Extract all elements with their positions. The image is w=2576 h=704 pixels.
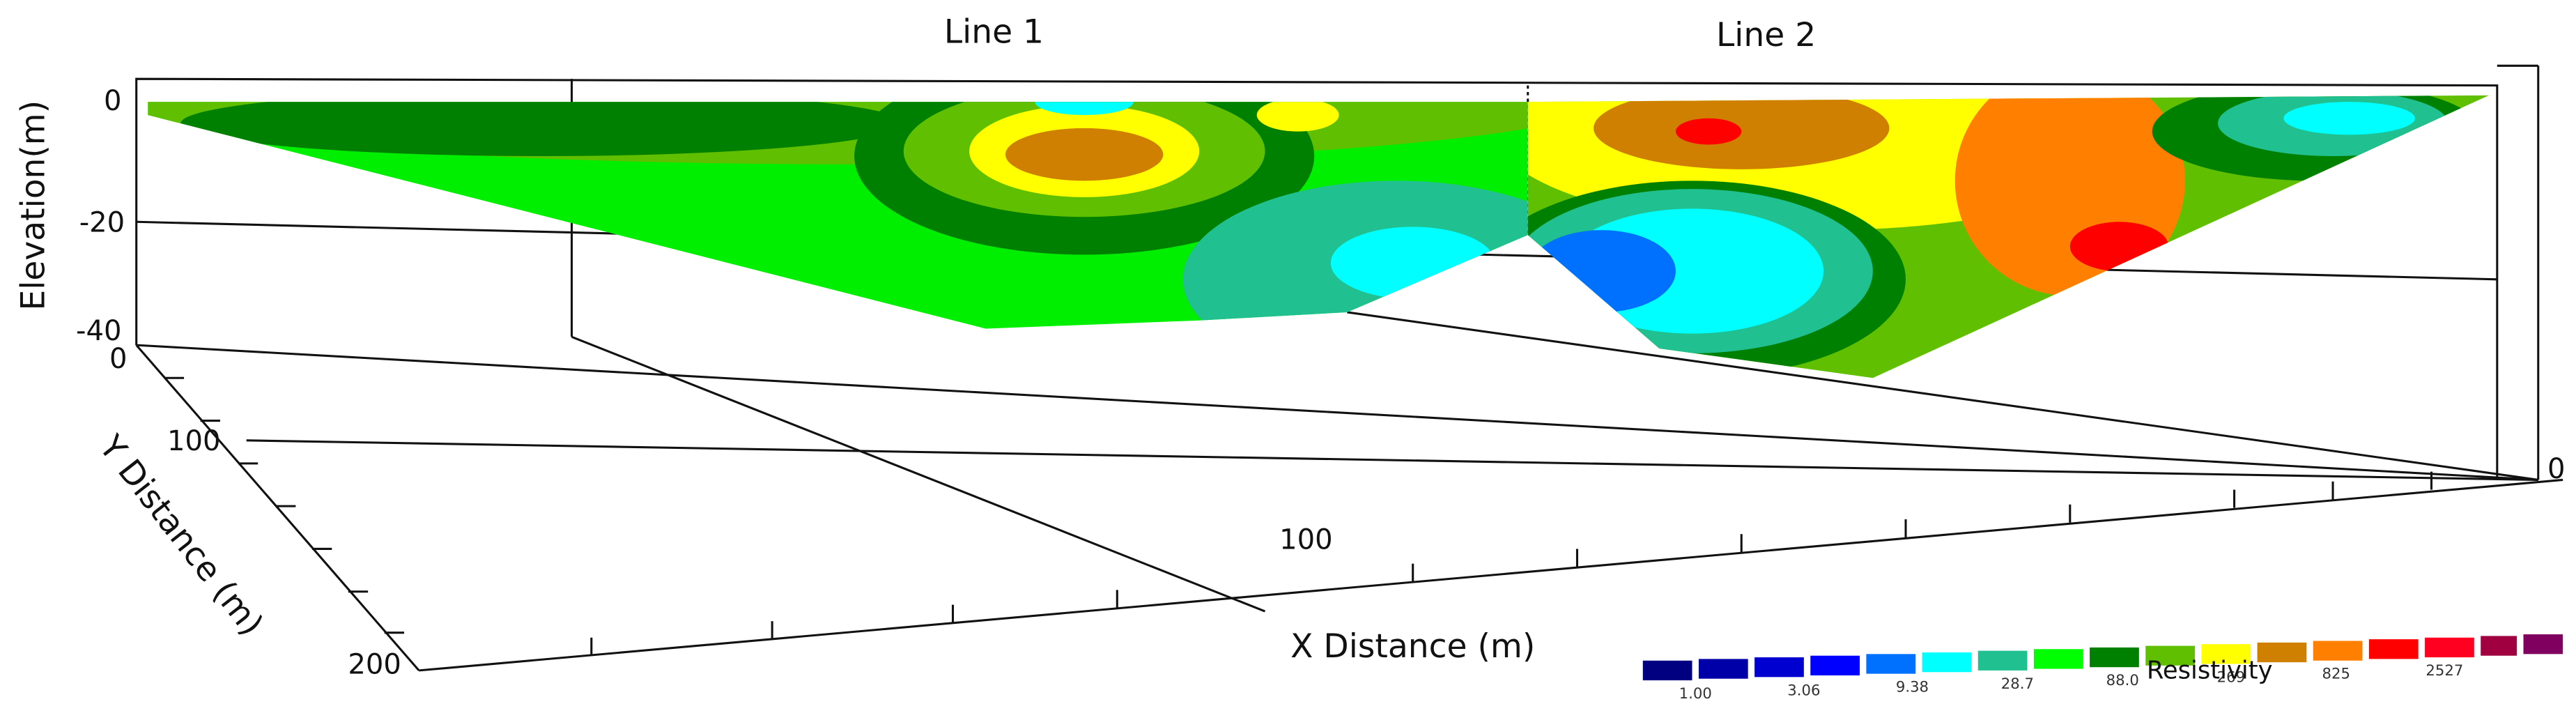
y-tick: 200 xyxy=(348,649,401,681)
legend-swatch xyxy=(2257,642,2307,663)
legend-swatch xyxy=(1754,657,1804,678)
legend-swatch xyxy=(1810,655,1860,675)
right-tick: 0 xyxy=(2547,453,2566,485)
legend-title: Resistivity xyxy=(2147,657,2273,685)
legend-swatch xyxy=(1922,652,1972,673)
legend-swatch xyxy=(2201,644,2251,664)
y-tick: 0 xyxy=(109,343,128,375)
legend-label: 2527 xyxy=(2425,662,2463,680)
y-tick: 100 xyxy=(167,425,221,457)
line-2-title: Line 2 xyxy=(1716,16,1816,54)
x-distance-label: X Distance (m) xyxy=(1290,627,1535,666)
legend-swatch xyxy=(1866,654,1916,674)
legend-label: 28.7 xyxy=(2001,675,2034,693)
elevation-label: Elevation(m) xyxy=(15,100,53,311)
legend-swatch xyxy=(2425,637,2474,658)
legend-label: 269 xyxy=(2217,668,2245,686)
x-tick: 100 xyxy=(1279,523,1333,556)
axis-ticks xyxy=(164,376,2433,656)
legend-swatch xyxy=(2481,636,2517,656)
legend-swatch xyxy=(1642,660,1692,681)
elevation-tick: 0 xyxy=(104,85,122,117)
legend-swatch xyxy=(1977,650,2028,671)
elevation-tick: -40 xyxy=(76,315,121,347)
legend-swatch xyxy=(1698,659,1748,679)
legend-swatch xyxy=(2368,639,2419,659)
legend-swatch xyxy=(2523,634,2563,655)
elevation-tick: -20 xyxy=(79,206,125,238)
section-line-2 xyxy=(1527,95,2490,378)
legend-swatch xyxy=(2145,645,2195,666)
y-distance-label: Y Distance (m) xyxy=(91,428,270,643)
legend: 1.00 3.06 9.38 28.7 88.0 269 825 2527 Re… xyxy=(1642,634,2563,703)
legend-swatch xyxy=(2033,649,2083,669)
legend-swatch xyxy=(2313,641,2363,661)
legend-label: 9.38 xyxy=(1896,679,1929,696)
legend-label: 88.0 xyxy=(2106,672,2139,689)
legend-swatch xyxy=(2090,647,2139,668)
legend-label: 1.00 xyxy=(1679,685,1712,703)
legend-label: 825 xyxy=(2322,666,2350,683)
legend-label: 3.06 xyxy=(1787,682,1820,699)
section-line-1 xyxy=(148,102,1528,329)
line-1-title: Line 1 xyxy=(944,13,1044,51)
